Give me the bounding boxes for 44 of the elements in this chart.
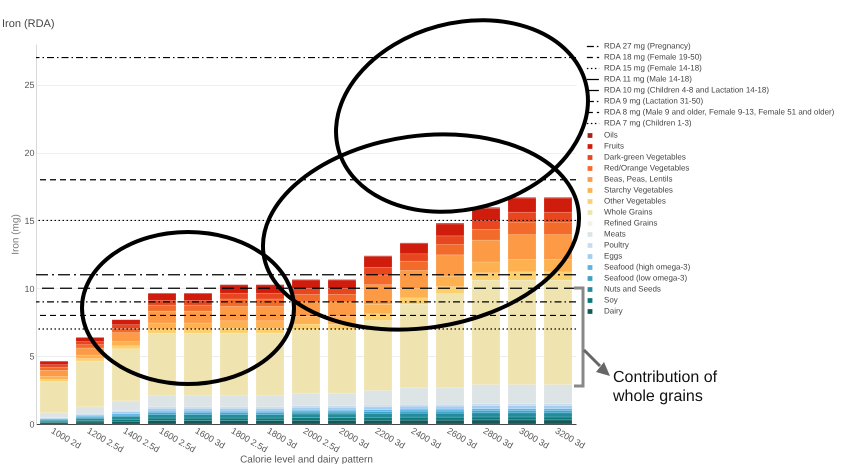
- legend-label: Seafood (high omega-3): [604, 262, 691, 272]
- legend-label: Other Vegetables: [604, 196, 666, 206]
- legend-label: RDA 27 mg (Pregnancy): [604, 42, 692, 50]
- legend-label: Beas, Peas, Lentils: [604, 174, 672, 184]
- legend-label: Eggs: [604, 252, 622, 260]
- legend-label: Refined Grains: [604, 218, 658, 228]
- y-tick-label: 5: [29, 352, 34, 362]
- y-axis-title: Iron (mg): [10, 214, 22, 255]
- legend-label: RDA 9 mg (Lactation 31-50): [604, 96, 704, 106]
- legend-label: Red/Orange Vegetables: [604, 164, 690, 172]
- legend-label: RDA 8 mg (Male 9 and older, Female 9-13, Female 51 and older): [604, 108, 835, 116]
- y-tick-label: 20: [24, 148, 34, 158]
- x-tick-label: 3200 3d: [554, 426, 587, 451]
- text: Contribution of whole grains: [613, 368, 718, 406]
- legend-label: Whole Grains: [604, 208, 652, 216]
- x-axis-title: Calorie level and dairy pattern: [240, 454, 373, 466]
- legend-label: Starchy Vegetables: [604, 186, 673, 194]
- legend-label: Soy: [604, 296, 618, 304]
- legend-label: RDA 15 mg (Female 14-18): [604, 64, 702, 72]
- x-tick-label: 2400 3d: [410, 426, 443, 451]
- legend-label: Dairy: [604, 306, 623, 316]
- x-tick-label: 1200 2.5d: [86, 426, 126, 454]
- y-tick-label: 15: [24, 216, 34, 226]
- legend-label: Dark-green Vegetables: [604, 152, 686, 162]
- legend-label: RDA 11 mg (Male 14-18): [604, 74, 692, 84]
- legend-label: RDA 7 mg (Children 1-3): [604, 118, 692, 128]
- y-tick-label: 0: [29, 420, 34, 430]
- y-tick-label: 10: [24, 284, 34, 294]
- legend-label: Meats: [604, 230, 626, 238]
- legend-label: Oils: [604, 130, 618, 140]
- legend-label: Nuts and Seeds: [604, 284, 661, 294]
- x-tick-label: 3000 3d: [518, 426, 551, 451]
- x-tick-label: 2200 3d: [374, 426, 407, 451]
- legend-label: Poultry: [604, 240, 629, 250]
- x-tick-label: 2600 3d: [446, 426, 479, 451]
- x-tick-label: 1000 2d: [50, 426, 83, 451]
- legend-label: Fruits: [604, 142, 624, 150]
- legend-label: RDA 18 mg (Female 19-50): [604, 52, 702, 62]
- x-tick-label: 2800 3d: [482, 426, 515, 451]
- legend-label: Seafood (low omega-3): [604, 274, 688, 282]
- legend-label: RDA 10 mg (Children 4-8 and Lactation 14-18): [604, 86, 770, 94]
- chart-title: Iron (RDA): [2, 18, 55, 30]
- x-tick-label: 1800 2.5d: [230, 426, 270, 454]
- y-tick-label: 25: [24, 80, 34, 90]
